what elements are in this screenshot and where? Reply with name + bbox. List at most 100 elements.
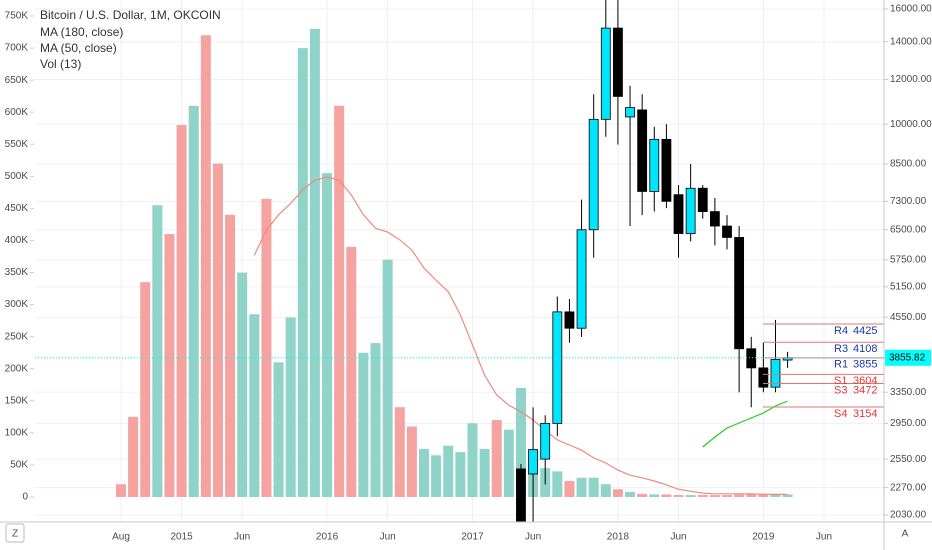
volume-bar (443, 445, 454, 497)
volume-bar (358, 352, 369, 497)
pivot-value: 3154 (853, 408, 877, 420)
legend-entry: Vol (13) (40, 57, 81, 71)
volume-bar (309, 28, 320, 497)
volume-bar (564, 480, 575, 497)
volume-bar (164, 234, 175, 497)
candle-body (637, 109, 648, 192)
volume-bar (212, 163, 223, 497)
y-tick-label: 250K (5, 331, 29, 342)
volume-bar (188, 105, 199, 497)
y2-tick-label: 5750.00 (890, 254, 927, 265)
volume-bar (237, 272, 248, 497)
volume-bar (334, 105, 345, 497)
x-tick-label: 2016 (316, 532, 339, 543)
y-tick-label: 750K (5, 11, 29, 22)
button-frame[interactable] (5, 523, 25, 543)
volume-bar (431, 455, 442, 497)
volume-bar (503, 429, 514, 497)
y-tick-label: 150K (5, 395, 29, 406)
volume-bar (285, 317, 296, 497)
x-tick-label: Jun (670, 532, 686, 543)
candle-body (649, 138, 660, 192)
candle-body (625, 107, 635, 118)
x-tick-label: Jun (525, 532, 541, 543)
volume-bar (709, 495, 720, 497)
candle-body (613, 27, 623, 97)
y2-tick-label: 12000.00 (890, 74, 932, 85)
right-button[interactable]: A (902, 529, 909, 540)
y2-tick-label: 8500.00 (890, 159, 927, 170)
pivot-name: R3 (834, 343, 848, 355)
candle-body (576, 229, 587, 329)
volume-bar (152, 205, 163, 497)
volume-bar (734, 494, 745, 497)
volume-bar (261, 198, 272, 497)
ma-line (253, 176, 788, 495)
x-tick-label: Aug (112, 532, 130, 543)
x-tick-label: 2017 (461, 532, 484, 543)
y2-tick-label: 10000.00 (890, 119, 932, 130)
legend-entry: MA (180, close) (40, 25, 123, 39)
y-tick-label: 100K (5, 428, 29, 439)
candle-body (588, 118, 599, 231)
candle-body (673, 194, 684, 234)
pivot-name: S1 (834, 375, 847, 387)
candle-body (697, 187, 708, 213)
y-tick-label: 600K (5, 107, 29, 118)
candle-body (516, 468, 526, 522)
candle-body (552, 311, 563, 424)
chart-title: Bitcoin / U.S. Dollar, 1M, OKCOIN (40, 8, 221, 22)
candle-body (734, 237, 745, 350)
pivot-name: R1 (834, 359, 848, 371)
y-tick-label: 650K (5, 75, 29, 86)
y-tick-label: 700K (5, 43, 29, 54)
pivot-name: S3 (834, 384, 847, 396)
x-tick-label: 2019 (752, 532, 775, 543)
y2-tick-label: 14000.00 (890, 36, 932, 47)
pivot-value: 4108 (853, 343, 877, 355)
volume-bar (722, 495, 732, 497)
candle-body (540, 423, 551, 460)
volume-bar (419, 448, 429, 497)
volume-bar (467, 423, 478, 497)
y2-tick-label: 5150.00 (890, 281, 927, 292)
y2-tick-label: 2950.00 (890, 418, 927, 429)
y2-tick-label: 4550.00 (890, 312, 927, 323)
volume-bar (625, 491, 636, 497)
volume-bar (782, 494, 793, 497)
button-label[interactable]: A (902, 529, 909, 540)
pivot-value: 3472 (853, 384, 877, 396)
y-tick-label: 350K (5, 267, 29, 278)
candle-body (770, 359, 781, 388)
y-tick-label: 450K (5, 203, 29, 214)
y2-tick-label: 2030.00 (890, 510, 927, 521)
volume-bar (370, 343, 381, 497)
y-tick-label: 200K (5, 363, 29, 374)
pivot-name: S4 (834, 408, 847, 420)
candle-body (709, 211, 720, 227)
volume-bar (322, 173, 333, 497)
x-tick-label: Jun (234, 532, 250, 543)
volume-bar (661, 494, 672, 497)
candle-body (564, 311, 575, 329)
volume-bar (552, 471, 563, 497)
x-tick-label: 2018 (607, 532, 630, 543)
y-tick-label: 500K (5, 171, 29, 182)
candle-body (758, 367, 769, 388)
candle-body (746, 348, 757, 369)
volume-bar (612, 489, 623, 497)
volume-bar (394, 407, 405, 497)
candle-body (600, 27, 611, 120)
x-tick-label: 2015 (170, 532, 193, 543)
pivot-name: R4 (834, 325, 848, 337)
plot-area (35, 0, 884, 522)
last-price-label: 3855.82 (889, 352, 926, 363)
pivot-value: 3604 (853, 375, 877, 387)
candle-body (661, 138, 672, 202)
y2-tick-label: 2550.00 (890, 454, 927, 465)
left-button[interactable]: Z (5, 523, 25, 543)
button-label[interactable]: Z (12, 529, 18, 540)
y2-tick-label: 7300.00 (890, 196, 927, 207)
volume-bar (128, 416, 139, 497)
candle-body (685, 187, 696, 234)
